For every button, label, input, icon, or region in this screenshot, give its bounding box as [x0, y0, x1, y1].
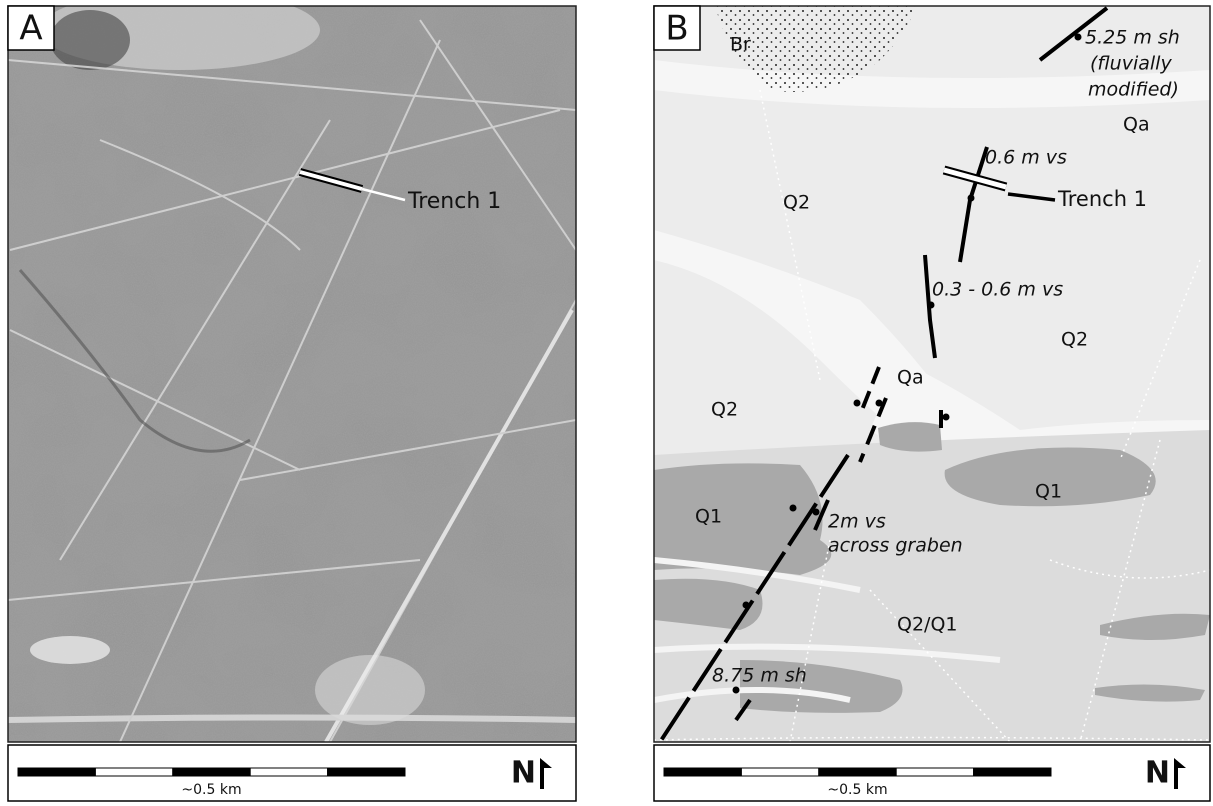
map-label: Trench 1: [407, 189, 501, 214]
map-label: across graben: [828, 535, 963, 557]
aerial-photo: [8, 0, 576, 742]
map-label: 5.25 m sh: [1085, 27, 1180, 49]
scale-segment: [974, 768, 1051, 776]
scale-segment: [250, 768, 327, 776]
map-label: 0.6 m vs: [985, 147, 1067, 169]
map-label: Qa: [1123, 114, 1150, 136]
map-label: Q1: [695, 506, 722, 528]
map-label: 2m vs: [828, 511, 886, 533]
map-label: Q2/Q1: [897, 614, 958, 636]
north-label: N: [511, 756, 536, 791]
map-label: Br: [730, 34, 751, 56]
panel-letter: A: [19, 9, 42, 49]
scale-segment: [328, 768, 405, 776]
north-label: N: [1145, 756, 1170, 791]
scale-segment: [819, 768, 896, 776]
map-label: 8.75 m sh: [712, 665, 807, 687]
scale-label: ~0.5 km: [827, 782, 887, 798]
scale-label: ~0.5 km: [181, 782, 241, 798]
figure: A Trench 1 ~0.5 km N B Br 5.25 m sh (fluvially m…: [0, 0, 1213, 806]
map-label: Q2: [711, 399, 738, 421]
scale-segment: [741, 768, 818, 776]
map-label: Qa: [897, 367, 924, 389]
scale-segment: [896, 768, 973, 776]
panel-letter: B: [665, 9, 688, 49]
map-label: 0.3 - 0.6 m vs: [932, 279, 1063, 301]
map-label: Q2: [1061, 329, 1088, 351]
map-label: (fluvially: [1090, 53, 1172, 75]
scale-segment: [95, 768, 172, 776]
map-label: modified): [1088, 79, 1179, 101]
map-label: Q1: [1035, 481, 1062, 503]
scale-segment: [18, 768, 95, 776]
page: {"panels": [ {"letter": "A", "labels": […: [0, 0, 1213, 806]
scale-segment: [664, 768, 741, 776]
map-label: Trench 1: [1057, 187, 1147, 211]
map-label: Q2: [783, 192, 810, 214]
scale-segment: [173, 768, 250, 776]
